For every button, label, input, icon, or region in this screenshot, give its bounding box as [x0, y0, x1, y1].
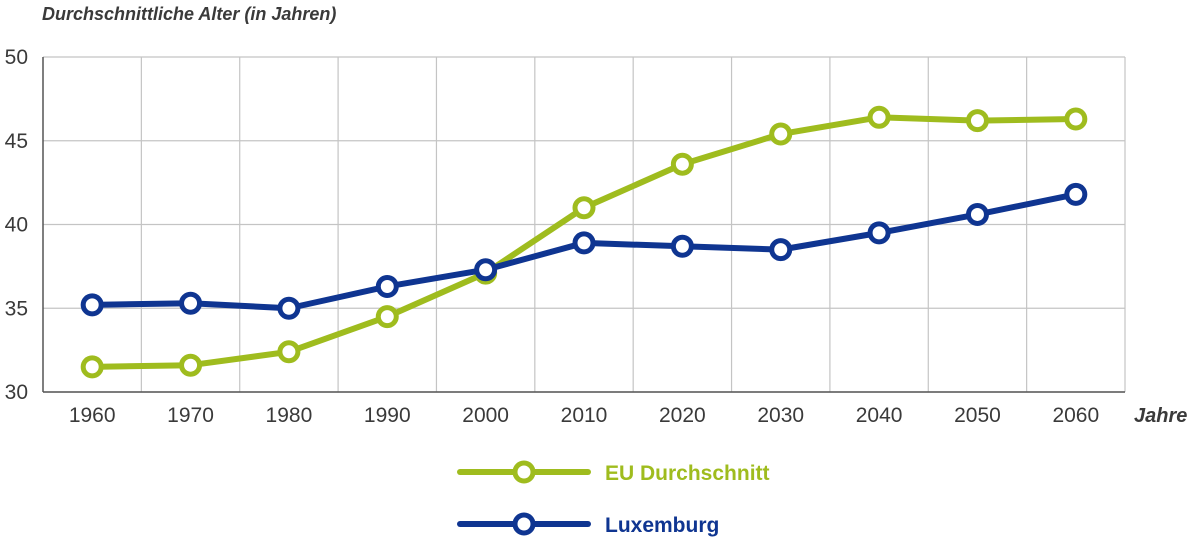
data-point	[277, 340, 301, 364]
legend-item: Luxemburg	[457, 512, 719, 537]
grid-lines	[43, 56, 1126, 393]
data-point	[80, 355, 104, 379]
x-tick-label: 1960	[69, 404, 116, 427]
x-tick-label: 2060	[1052, 404, 1099, 427]
data-point	[179, 353, 203, 377]
data-point	[1064, 107, 1088, 131]
series-2	[80, 182, 1088, 320]
legend-item: EU Durchschnitt	[457, 460, 770, 485]
x-tick-labels: 1960 1970 1980 1990 2000 2010 2020 2030 2040 2050…	[69, 404, 1099, 427]
data-point	[179, 291, 203, 315]
legend: EU Durchschnitt Luxemburg	[457, 460, 770, 537]
legend-label: EU Durchschnitt	[605, 462, 770, 485]
data-point	[670, 234, 694, 258]
data-point	[769, 122, 793, 146]
y-tick-label: 45	[5, 130, 28, 153]
y-tick-label: 40	[5, 214, 28, 237]
x-tick-label: 1990	[364, 404, 411, 427]
data-point	[277, 296, 301, 320]
data-point	[769, 238, 793, 262]
data-point	[965, 202, 989, 226]
x-tick-label: 1970	[167, 404, 214, 427]
data-point	[572, 196, 596, 220]
x-tick-label: 2040	[856, 404, 903, 427]
legend-label: Luxemburg	[605, 514, 719, 537]
x-tick-label: 2030	[757, 404, 804, 427]
y-tick-label: 50	[5, 46, 28, 69]
data-point	[474, 258, 498, 282]
y-tick-label: 35	[5, 297, 28, 320]
data-point	[965, 109, 989, 133]
y-axis-label: Durchschnittliche Alter (in Jahren)	[42, 4, 336, 24]
y-tick-label: 30	[5, 381, 28, 404]
x-tick-label: 2050	[954, 404, 1001, 427]
x-tick-label: 2020	[659, 404, 706, 427]
series-group	[80, 105, 1088, 379]
axes	[42, 57, 1125, 393]
data-point	[572, 231, 596, 255]
data-point	[375, 305, 399, 329]
data-point	[867, 221, 891, 245]
series-1	[80, 105, 1088, 379]
data-point	[80, 293, 104, 317]
data-point	[1064, 182, 1088, 206]
data-point	[867, 105, 891, 129]
legend-marker	[512, 512, 536, 536]
x-tick-label: 2000	[462, 404, 509, 427]
data-point	[375, 274, 399, 298]
x-tick-label: 2010	[561, 404, 608, 427]
legend-marker	[512, 460, 536, 484]
y-tick-labels: 30 35 40 45 50	[5, 46, 28, 404]
x-axis-label: Jahre	[1134, 405, 1187, 427]
data-point	[670, 152, 694, 176]
x-tick-label: 1980	[266, 404, 313, 427]
